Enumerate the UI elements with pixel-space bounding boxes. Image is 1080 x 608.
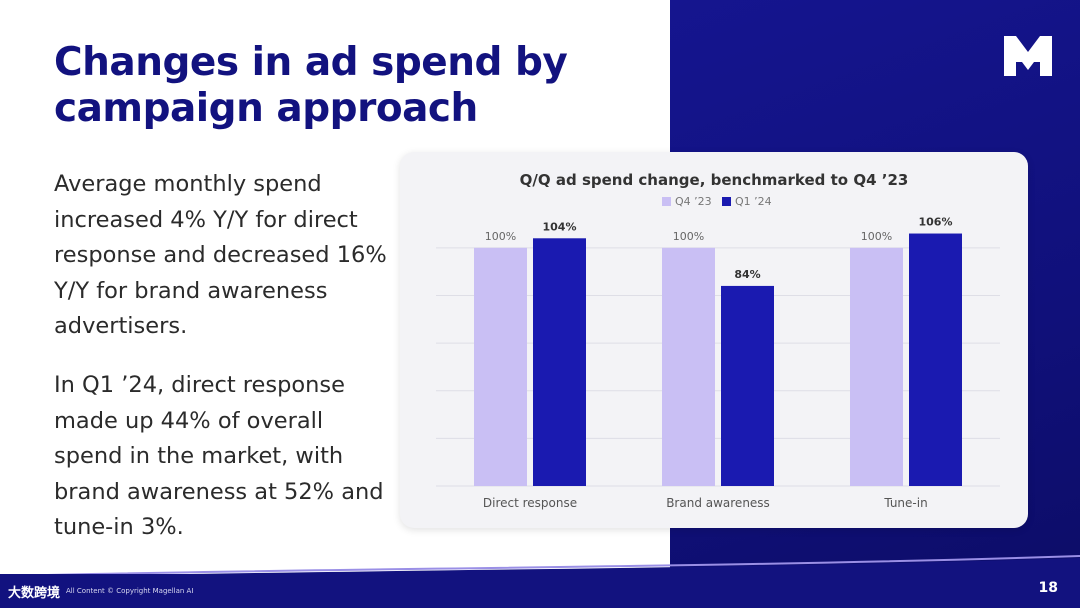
data-label: 100% xyxy=(485,230,516,243)
data-label: 100% xyxy=(673,230,704,243)
legend-swatch xyxy=(722,197,731,206)
page-number: 18 xyxy=(1038,580,1058,596)
data-label: 104% xyxy=(543,220,577,233)
footer-left: 大数跨境 All Content © Copyright Magellan AI xyxy=(8,578,193,604)
x-tick-label: Brand awareness xyxy=(666,496,770,510)
bar-chart: Q/Q ad spend change, benchmarked to Q4 ’… xyxy=(436,171,1000,510)
bar xyxy=(850,247,903,486)
page-title: Changes in ad spend by campaign approach xyxy=(54,40,568,131)
paragraph-direct-response: Average monthly spend increased 4% Y/Y f… xyxy=(54,171,387,339)
chart-legend: Q4 ’23 Q1 ’24 xyxy=(662,195,772,208)
bar xyxy=(533,238,586,486)
bars xyxy=(474,233,962,486)
bar xyxy=(909,233,962,486)
footer-band xyxy=(0,574,1080,608)
legend-swatch xyxy=(662,197,671,206)
bar xyxy=(662,247,715,486)
data-label: 84% xyxy=(734,268,760,281)
data-label: 100% xyxy=(861,230,892,243)
paragraph-spend-share: In Q1 ’24, direct response made up 44% o… xyxy=(54,372,384,540)
data-labels: 100% 104% 100% 84% 100% 106% xyxy=(485,216,953,281)
legend-label: Q1 ’24 xyxy=(735,195,772,208)
chart-card: Q/Q ad spend change, benchmarked to Q4 ’… xyxy=(400,152,1028,528)
m-logo-icon xyxy=(1004,36,1052,76)
footer-watermark: 大数跨境 xyxy=(8,585,61,601)
gridlines xyxy=(436,247,1000,487)
x-tick-labels: Direct response Brand awareness Tune-in xyxy=(483,496,928,510)
footer-copyright: All Content © Copyright Magellan AI xyxy=(66,587,194,595)
data-label: 106% xyxy=(919,216,953,229)
x-tick-label: Tune-in xyxy=(883,496,927,510)
legend-label: Q4 ’23 xyxy=(675,195,712,208)
x-tick-label: Direct response xyxy=(483,496,577,510)
bar xyxy=(721,285,774,486)
chart-title: Q/Q ad spend change, benchmarked to Q4 ’… xyxy=(520,171,909,189)
bar xyxy=(474,247,527,486)
